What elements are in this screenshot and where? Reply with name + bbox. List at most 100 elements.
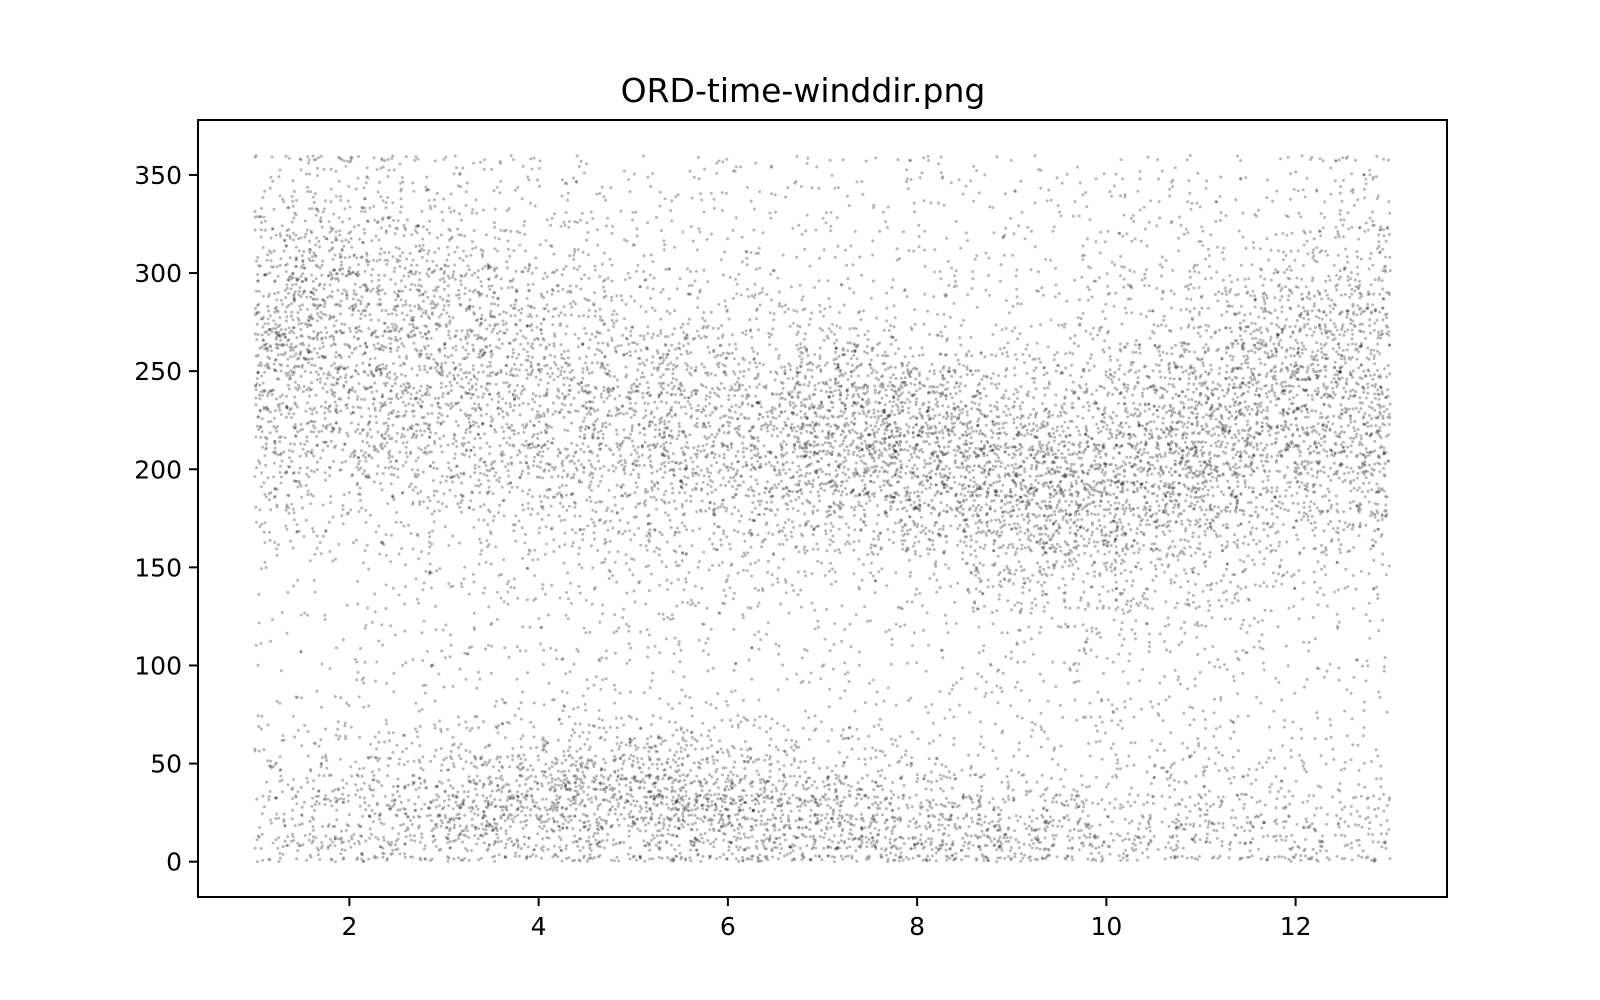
scatter-point: [995, 848, 999, 852]
scatter-point: [1306, 471, 1310, 475]
scatter-point: [884, 220, 888, 224]
scatter-point: [1196, 858, 1199, 861]
scatter-point: [1236, 342, 1240, 345]
scatter-point: [445, 768, 449, 772]
scatter-point: [912, 451, 916, 455]
scatter-point: [348, 455, 352, 458]
scatter-point: [608, 257, 612, 261]
scatter-point: [1194, 400, 1198, 404]
scatter-point: [1219, 175, 1223, 179]
scatter-point: [858, 412, 861, 416]
scatter-point: [885, 584, 889, 588]
scatter-point: [1276, 454, 1279, 458]
scatter-point: [640, 757, 644, 761]
scatter-point: [1006, 827, 1010, 831]
scatter-point: [750, 825, 754, 829]
scatter-point: [896, 795, 900, 799]
scatter-point: [924, 532, 928, 536]
scatter-point: [436, 815, 440, 819]
scatter-point: [532, 455, 536, 459]
scatter-point: [526, 269, 530, 273]
scatter-point: [554, 798, 558, 802]
scatter-point: [527, 178, 531, 182]
scatter-point: [437, 509, 441, 513]
scatter-point: [876, 343, 880, 346]
scatter-point: [918, 554, 922, 558]
scatter-point: [286, 357, 290, 361]
scatter-point: [931, 814, 935, 817]
scatter-point: [260, 417, 264, 421]
scatter-point: [858, 650, 861, 654]
scatter-point: [1131, 214, 1135, 218]
scatter-point: [1184, 394, 1188, 398]
scatter-point: [1063, 459, 1067, 463]
scatter-point: [840, 490, 844, 494]
scatter-point: [550, 765, 554, 769]
scatter-point: [934, 565, 938, 569]
scatter-point: [366, 606, 369, 610]
scatter-point: [915, 773, 919, 777]
scatter-point: [1345, 688, 1349, 692]
scatter-point: [1169, 581, 1173, 585]
scatter-point: [1271, 199, 1275, 203]
scatter-point: [1023, 237, 1027, 241]
scatter-point: [325, 376, 329, 380]
scatter-point: [254, 289, 258, 293]
scatter-point: [1167, 824, 1171, 828]
scatter-point: [1051, 824, 1055, 828]
scatter-point: [633, 533, 636, 537]
scatter-point: [699, 468, 703, 472]
scatter-point: [756, 452, 760, 456]
scatter-point: [570, 528, 574, 532]
scatter-point: [487, 264, 491, 268]
scatter-point: [959, 343, 963, 347]
scatter-point: [539, 292, 543, 296]
scatter-point: [978, 429, 982, 433]
scatter-point: [1270, 486, 1274, 490]
scatter-point: [928, 858, 932, 862]
scatter-point: [816, 819, 820, 823]
scatter-point: [391, 154, 395, 158]
scatter-point: [936, 440, 940, 444]
scatter-point: [1239, 491, 1243, 495]
scatter-point: [317, 773, 321, 777]
scatter-point: [310, 316, 313, 320]
scatter-point: [1258, 584, 1262, 588]
scatter-point: [816, 547, 820, 551]
scatter-point: [1297, 846, 1301, 850]
scatter-point: [370, 770, 374, 774]
scatter-point: [820, 470, 824, 474]
scatter-point: [805, 161, 809, 165]
scatter-point: [448, 336, 452, 340]
scatter-point: [575, 284, 578, 288]
scatter-point: [1231, 808, 1234, 812]
scatter-point: [1303, 309, 1307, 313]
scatter-point: [839, 854, 843, 858]
scatter-point: [872, 411, 876, 415]
scatter-point: [649, 253, 653, 257]
scatter-point: [367, 804, 371, 808]
scatter-point: [1322, 465, 1326, 469]
scatter-point: [1263, 277, 1267, 281]
scatter-point: [671, 372, 675, 376]
scatter-point: [970, 820, 974, 824]
scatter-point: [872, 368, 875, 372]
scatter-point: [1275, 489, 1279, 493]
scatter-point: [1169, 434, 1173, 438]
scatter-point: [878, 717, 882, 721]
scatter-point: [667, 349, 671, 353]
scatter-point: [827, 797, 831, 801]
scatter-point: [1032, 407, 1036, 411]
scatter-point: [1128, 506, 1132, 510]
scatter-point: [431, 461, 435, 464]
scatter-point: [842, 423, 846, 427]
scatter-point: [314, 393, 318, 397]
scatter-point: [1382, 404, 1386, 408]
scatter-point: [1117, 554, 1121, 558]
scatter-point: [1384, 255, 1388, 259]
scatter-point: [759, 814, 763, 818]
scatter-point: [1363, 374, 1367, 378]
scatter-point: [1230, 358, 1234, 362]
scatter-point: [972, 464, 976, 468]
scatter-point: [961, 513, 965, 517]
